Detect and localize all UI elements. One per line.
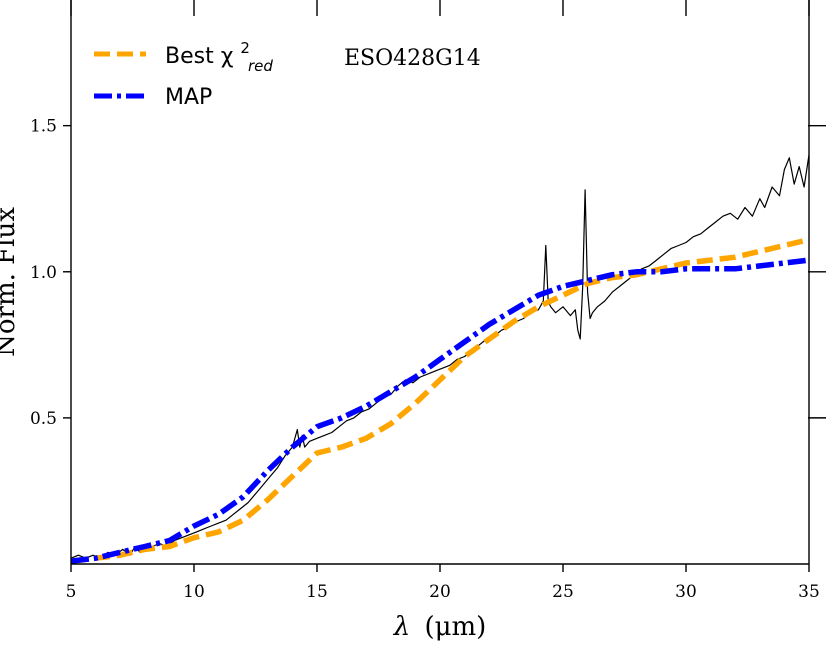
x-axis-label-symbol: λ xyxy=(393,612,410,642)
legend: Best χ 2 red MAP xyxy=(94,34,273,110)
x-axis-label-unit: (μm) xyxy=(424,612,486,642)
legend-label-map: MAP xyxy=(165,85,212,110)
x-tick-label-25: 25 xyxy=(552,582,574,602)
ticks-layer: 5 10 15 20 25 30 35 0.5 1.0 1.5 xyxy=(30,0,826,602)
y-tick-label-1.5: 1.5 xyxy=(30,117,57,137)
legend-best-main: Best χ xyxy=(165,44,234,69)
series-layer xyxy=(71,154,809,564)
legend-best-sup: 2 xyxy=(240,39,250,57)
x-axis-label: λ (μm) xyxy=(393,612,487,642)
x-tick-label-10: 10 xyxy=(183,582,205,602)
y-tick-label-1.0: 1.0 xyxy=(30,263,57,283)
legend-label-best-chi2: Best χ 2 red xyxy=(165,34,273,75)
y-axis-label: Norm. Flux xyxy=(0,207,21,357)
legend-best-sub: red xyxy=(248,57,273,75)
y-tick-label-0.5: 0.5 xyxy=(30,409,57,429)
x-tick-label-35: 35 xyxy=(798,582,820,602)
x-tick-label-15: 15 xyxy=(306,582,328,602)
x-tick-label-20: 20 xyxy=(429,582,451,602)
object-name-annotation: ESO428G14 xyxy=(344,46,481,71)
x-tick-label-30: 30 xyxy=(675,582,697,602)
map-model-line xyxy=(71,257,809,564)
x-tick-label-5: 5 xyxy=(66,582,77,602)
best-chi2-model-line xyxy=(71,236,809,564)
observed-spectrum-line xyxy=(71,154,809,559)
